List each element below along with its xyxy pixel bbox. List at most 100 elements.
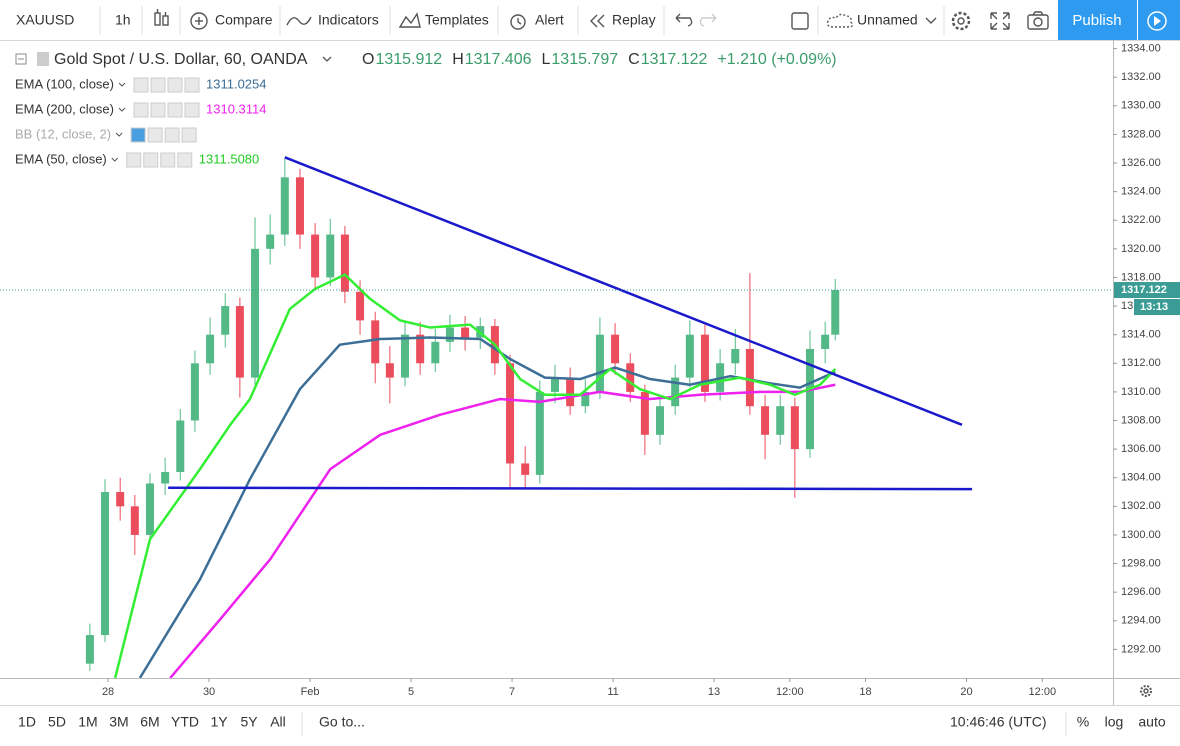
publish-button[interactable] <box>1058 0 1137 40</box>
candle-body <box>385 363 394 378</box>
indicator-value: 1310.3114 <box>206 101 267 116</box>
legend-button[interactable] <box>164 127 180 143</box>
legend-button[interactable] <box>184 102 200 118</box>
redo[interactable] <box>699 13 717 27</box>
legend-button[interactable] <box>181 127 197 143</box>
layout-dropdown[interactable] <box>925 17 937 24</box>
candle-body <box>340 234 349 292</box>
candle-body <box>521 463 530 475</box>
compare-icon[interactable] <box>190 12 208 30</box>
range-button[interactable]: YTD <box>171 714 199 730</box>
instrument-dropdown[interactable] <box>322 56 332 62</box>
x-tick-label: 28 <box>102 686 114 698</box>
indicator-dropdown[interactable] <box>118 82 126 87</box>
templates-icon[interactable] <box>398 12 421 28</box>
legend-button[interactable] <box>147 127 163 143</box>
range-button[interactable]: All <box>270 714 286 730</box>
range-button[interactable]: 6M <box>140 714 159 730</box>
y-tick-label: 1328.00 <box>1121 128 1161 140</box>
ohlc-value: 1315.912 <box>375 51 442 68</box>
settings[interactable] <box>951 11 971 31</box>
x-tick-label: 13 <box>708 686 720 698</box>
indicator-value: 1311.0254 <box>206 76 267 91</box>
indicator-name: EMA (200, close) <box>15 101 114 116</box>
maximize[interactable] <box>990 12 1010 30</box>
candle-body <box>506 363 515 464</box>
alert[interactable]: Alert <box>535 12 564 28</box>
legend-button[interactable] <box>150 77 166 93</box>
indicator-line <box>169 383 836 678</box>
symbol[interactable]: XAUUSD <box>16 12 74 28</box>
compare[interactable]: Compare <box>215 12 273 28</box>
candle-body <box>640 391 649 435</box>
price-label: 1317.122 <box>1121 284 1167 296</box>
auto-toggle[interactable]: auto <box>1138 714 1165 730</box>
cloud-icon[interactable] <box>826 13 854 28</box>
candle-body <box>626 363 635 392</box>
range-button[interactable]: 3M <box>109 714 128 730</box>
legend-button[interactable] <box>177 152 193 168</box>
legend-button[interactable] <box>143 152 159 168</box>
collapse-icon[interactable] <box>15 53 27 65</box>
fullscreen-toggle[interactable] <box>791 12 809 30</box>
candle-body <box>745 348 754 407</box>
axis-settings[interactable] <box>1140 685 1152 697</box>
y-tick-label: 1306.00 <box>1121 443 1161 455</box>
replay[interactable]: Replay <box>612 12 656 28</box>
range-button[interactable]: 1Y <box>210 714 228 730</box>
layout-name[interactable]: Unnamed <box>857 12 918 28</box>
legend-button[interactable] <box>160 152 176 168</box>
legend-button[interactable] <box>130 127 146 143</box>
candle-body <box>326 234 335 278</box>
indicator-line <box>113 273 837 678</box>
indicator-dropdown[interactable] <box>118 107 126 112</box>
candle-body <box>116 492 125 507</box>
legend-button[interactable] <box>126 152 142 168</box>
legend-button[interactable] <box>167 102 183 118</box>
candle-body <box>806 348 815 450</box>
range-button[interactable]: 1D <box>18 714 36 730</box>
indicators-icon[interactable] <box>286 16 312 26</box>
legend-button[interactable] <box>150 102 166 118</box>
x-tick-label: 18 <box>859 686 871 698</box>
snapshot[interactable] <box>1027 11 1049 30</box>
indicator-dropdown[interactable] <box>111 157 119 162</box>
candle-body <box>790 406 799 450</box>
range-button[interactable]: 1M <box>78 714 97 730</box>
candle-body <box>581 391 590 407</box>
candle-body <box>85 635 94 664</box>
y-tick-label: 1314.00 <box>1121 329 1161 341</box>
publish[interactable]: Publish <box>1072 12 1121 29</box>
undo[interactable] <box>675 13 693 27</box>
legend-button[interactable] <box>133 77 149 93</box>
ohlc-value: 1315.797 <box>551 51 618 68</box>
goto[interactable]: Go to... <box>319 714 365 730</box>
alert-icon[interactable] <box>510 14 526 30</box>
indicator-name: EMA (100, close) <box>15 76 114 91</box>
range-button[interactable]: 5D <box>48 714 66 730</box>
candle-body <box>656 406 665 435</box>
play-icon[interactable] <box>1147 11 1167 31</box>
trendline <box>168 486 973 491</box>
range-button[interactable]: 5Y <box>240 714 258 730</box>
ohlc-label: O <box>362 51 374 68</box>
candle-body <box>761 406 770 435</box>
interval[interactable]: 1h <box>115 12 131 28</box>
legend-button[interactable] <box>184 77 200 93</box>
indicator-name: EMA (50, close) <box>15 151 107 166</box>
candle-body <box>371 320 380 364</box>
candle-body <box>161 472 170 484</box>
chart-style-icon[interactable] <box>154 9 169 26</box>
candle-body <box>445 327 454 342</box>
percent-toggle[interactable]: % <box>1077 714 1089 730</box>
y-tick-label: 1334.00 <box>1121 42 1161 54</box>
legend-button[interactable] <box>133 102 149 118</box>
indicator-dropdown[interactable] <box>115 132 123 137</box>
log-toggle[interactable]: log <box>1105 714 1124 730</box>
candle-body <box>731 348 740 364</box>
legend-button[interactable] <box>167 77 183 93</box>
indicators[interactable]: Indicators <box>318 12 379 28</box>
replay-icon[interactable] <box>590 14 605 28</box>
legend: Gold Spot / U.S. Dollar, 60, OANDA O 1315… <box>15 51 837 68</box>
templates[interactable]: Templates <box>425 12 489 28</box>
